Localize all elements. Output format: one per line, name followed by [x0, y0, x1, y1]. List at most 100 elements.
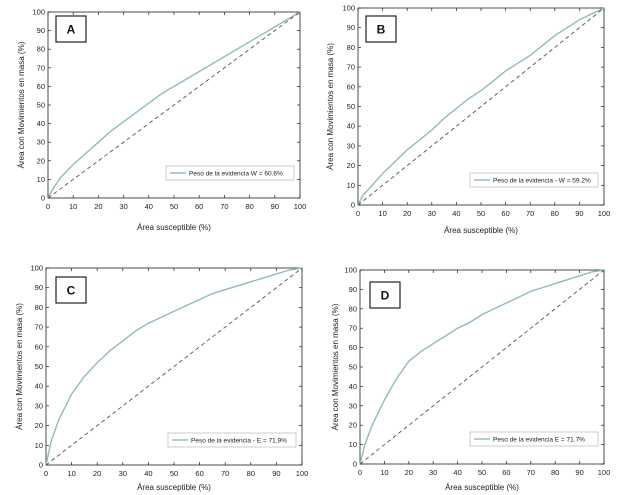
panel-letter-box: [365, 15, 397, 43]
y-tick-label: 100: [32, 8, 45, 17]
y-tick-label: 20: [347, 161, 355, 170]
legend-box: [469, 172, 599, 188]
x-tick-label: 0: [46, 202, 50, 211]
x-tick-label: 10: [67, 469, 75, 478]
y-tick-label: 50: [349, 363, 357, 372]
x-tick-label: 0: [358, 468, 362, 477]
legend-label: Peso de la evidencia E = 71.7%: [493, 437, 585, 444]
x-tick-label: 20: [403, 209, 411, 218]
x-tick-label: 90: [272, 469, 280, 478]
x-tick-label: 70: [526, 209, 534, 218]
x-axis-label: Área susceptible (%): [445, 483, 519, 492]
x-tick-label: 90: [271, 202, 279, 211]
x-tick-label: 20: [93, 469, 101, 478]
y-tick-label: 30: [37, 138, 45, 147]
y-tick-label: 80: [349, 304, 357, 313]
legend-box: [167, 432, 297, 448]
y-tick-label: 0: [41, 194, 45, 203]
panel-letter-box: [55, 15, 87, 43]
x-axis-label: Área susceptible (%): [444, 226, 518, 235]
y-tick-label: 30: [35, 401, 43, 410]
legend-box: [165, 165, 295, 181]
y-tick-label: 80: [35, 303, 43, 312]
x-tick-label: 20: [94, 202, 102, 211]
x-axis-label: Área susceptible (%): [137, 223, 211, 232]
x-tick-label: 30: [428, 209, 436, 218]
panel-letter: D: [381, 289, 390, 303]
y-tick-label: 60: [349, 343, 357, 352]
reference-diagonal-line: [45, 267, 303, 466]
x-tick-label: 40: [452, 209, 460, 218]
x-tick-label: 0: [356, 209, 360, 218]
y-tick-label: 10: [347, 181, 355, 190]
x-tick-label: 100: [294, 202, 307, 211]
x-tick-label: 50: [170, 202, 178, 211]
x-tick-label: 70: [221, 469, 229, 478]
x-tick-label: 0: [44, 469, 48, 478]
y-tick-label: 100: [30, 264, 43, 273]
y-tick-label: 90: [37, 26, 45, 35]
x-tick-label: 50: [477, 209, 485, 218]
y-tick-label: 60: [347, 82, 355, 91]
panel-letter: B: [377, 23, 386, 37]
x-tick-label: 10: [378, 209, 386, 218]
x-tick-label: 10: [69, 202, 77, 211]
y-tick-label: 10: [349, 440, 357, 449]
x-tick-label: 100: [598, 468, 611, 477]
y-tick-label: 50: [35, 362, 43, 371]
roc-curve-line: [357, 7, 605, 206]
x-tick-label: 20: [405, 468, 413, 477]
y-axis-label: Área con Movimientos en masa (%): [326, 43, 335, 170]
y-tick-label: 90: [347, 23, 355, 32]
x-tick-label: 40: [144, 469, 152, 478]
chart-panel-b: 0 10 20 30 40 50 60 70 80 90 100 0 10 20 30 40 50 60 70 80 9…: [326, 4, 610, 236]
x-tick-label: 70: [220, 202, 228, 211]
panel-letter: A: [67, 23, 76, 37]
roc-curve-line: [359, 269, 605, 465]
reference-diagonal-line: [47, 11, 301, 199]
legend-box: [469, 431, 599, 447]
y-tick-label: 20: [37, 156, 45, 165]
x-tick-label: 60: [195, 202, 203, 211]
x-tick-label: 50: [478, 468, 486, 477]
y-tick-label: 0: [39, 461, 43, 470]
x-tick-label: 10: [380, 468, 388, 477]
x-tick-label: 50: [170, 469, 178, 478]
y-tick-label: 40: [349, 382, 357, 391]
legend-label: Peso de la evidencia - E = 71.9%: [191, 438, 287, 445]
x-tick-label: 30: [119, 469, 127, 478]
y-tick-label: 60: [35, 342, 43, 351]
x-tick-label: 80: [551, 468, 559, 477]
y-tick-label: 40: [37, 119, 45, 128]
chart-panel-d: 0 10 20 30 40 50 60 70 80 90 100 0 10 20 30 40 50 60 70 80 9…: [331, 266, 610, 493]
y-axis-label: Área con Movimientos en masa (%): [331, 303, 340, 430]
chart-panel-a: 0 10 20 30 40 50 60 70 80 90 100 0 10 20 30 40 50 60 70 80 9…: [17, 8, 306, 233]
x-tick-label: 100: [296, 469, 309, 478]
y-tick-label: 90: [349, 285, 357, 294]
y-tick-label: 0: [353, 460, 357, 469]
x-tick-label: 80: [245, 202, 253, 211]
x-tick-label: 90: [575, 209, 583, 218]
y-tick-label: 80: [347, 43, 355, 52]
x-tick-label: 70: [527, 468, 535, 477]
y-tick-label: 60: [37, 82, 45, 91]
x-tick-label: 60: [501, 209, 509, 218]
x-tick-label: 80: [247, 469, 255, 478]
panel-letter: C: [67, 284, 76, 298]
reference-diagonal-line: [357, 7, 605, 206]
x-axis-label: Área susceptible (%): [137, 483, 211, 492]
y-tick-label: 0: [351, 201, 355, 210]
x-tick-label: 60: [502, 468, 510, 477]
chart-panel-c: 0 10 20 30 40 50 60 70 80 90 100 0 10 20 30 40 50 60 70 80 9…: [15, 264, 308, 493]
y-axis-label: Área con Movimientos en masa (%): [15, 303, 24, 430]
legend-label: Peso de la evidencia - W = 59.2%: [493, 178, 591, 185]
y-tick-label: 90: [35, 283, 43, 292]
roc-curve-line: [47, 11, 301, 199]
y-tick-label: 70: [349, 324, 357, 333]
y-tick-label: 50: [37, 101, 45, 110]
roc-curve-line: [45, 267, 303, 466]
y-tick-label: 10: [37, 175, 45, 184]
y-tick-label: 30: [347, 141, 355, 150]
x-tick-label: 40: [145, 202, 153, 211]
